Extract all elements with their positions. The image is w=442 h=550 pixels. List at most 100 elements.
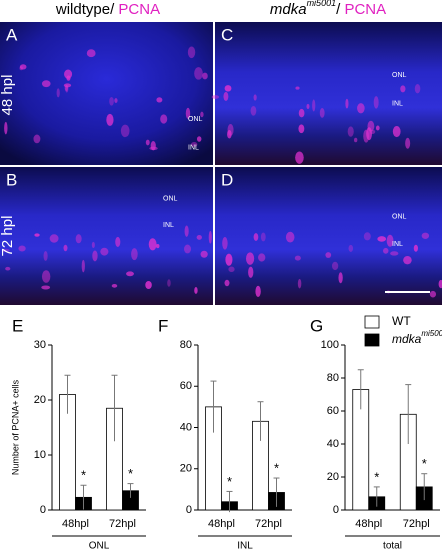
pcna-signal	[414, 83, 421, 94]
pcna-signal	[325, 252, 332, 258]
pcna-signal	[248, 266, 254, 278]
pcna-signal	[348, 244, 354, 252]
pcna-signal	[194, 67, 203, 80]
pcna-signal	[120, 124, 130, 138]
pcna-signal	[160, 114, 168, 124]
y-tick-label: 40	[180, 421, 192, 433]
pcna-signal	[183, 244, 191, 254]
legend-label: WT	[392, 314, 411, 328]
micrograph	[0, 22, 213, 165]
panel-letter: F	[158, 316, 168, 335]
pcna-signal	[295, 86, 300, 90]
column-header: mdkami5001/ PCNA	[270, 0, 386, 18]
pcna-signal	[224, 279, 230, 287]
marker: PCNA	[118, 1, 160, 18]
pcna-signal	[156, 97, 163, 103]
legend-superscript: mi5001	[421, 329, 442, 338]
significance: *	[81, 468, 86, 483]
micrograph	[215, 22, 442, 165]
pcna-signal	[149, 146, 158, 151]
x-tick-label: 72hpl	[255, 518, 282, 530]
pcna-signal	[345, 98, 349, 109]
pcna-signal	[86, 49, 96, 58]
pcna-signal	[155, 244, 160, 249]
layer-label: INL	[392, 100, 403, 107]
pcna-signal	[185, 107, 191, 119]
y-axis-label: Number of PCNA+ cells	[10, 379, 20, 475]
legend-swatch	[364, 315, 380, 329]
superscript: mi5001	[307, 0, 337, 8]
pcna-signal	[56, 88, 60, 98]
gene: mdka	[270, 1, 307, 18]
pcna-signal	[63, 83, 72, 88]
pcna-signal	[109, 96, 114, 106]
pcna-signal	[5, 266, 11, 271]
layer-label: ONL	[188, 116, 203, 123]
pcna-signal	[224, 85, 232, 92]
pcna-signal	[167, 279, 171, 287]
panel-letter: E	[12, 316, 23, 335]
pcna-signal	[131, 248, 138, 261]
pcna-signal	[196, 234, 202, 240]
pcna-signal	[91, 241, 95, 248]
marker: PCNA	[344, 1, 386, 18]
x-tick-label: 48hpl	[208, 518, 235, 530]
pcna-signal	[126, 271, 134, 277]
pcna-signal	[19, 66, 23, 71]
pcna-signal	[331, 261, 339, 271]
pcna-signal	[253, 233, 259, 241]
x-tick-label: 48hpl	[62, 518, 89, 530]
pcna-signal	[200, 111, 204, 118]
legend-label: mdkami5001	[392, 329, 442, 346]
y-tick-label: 20	[34, 394, 46, 406]
significance: *	[128, 466, 133, 481]
pcna-signal	[298, 108, 305, 118]
pcna-signal	[184, 225, 189, 237]
pcna-signal	[18, 245, 26, 252]
legend-swatch	[364, 333, 380, 347]
y-tick-label: 0	[186, 504, 192, 516]
pcna-signal	[200, 250, 208, 258]
pcna-signal	[41, 285, 51, 290]
pcna-signal	[19, 64, 27, 70]
pcna-signal	[41, 270, 51, 283]
pcna-signal	[148, 238, 157, 251]
y-tick-label: 100	[321, 339, 339, 351]
y-tick-label: 10	[34, 449, 46, 461]
pcna-signal	[64, 85, 69, 92]
pcna-signal	[191, 141, 198, 147]
pcna-signal	[65, 84, 69, 93]
pcna-signal	[66, 75, 71, 81]
y-tick-label: 80	[180, 339, 192, 351]
pcna-signal	[100, 247, 109, 256]
y-tick-label: 80	[327, 372, 339, 384]
y-tick-label: 0	[40, 504, 46, 516]
pcna-signal	[228, 266, 235, 272]
pcna-signal	[222, 236, 228, 250]
significance: *	[374, 469, 379, 484]
pcna-signal	[438, 279, 442, 289]
layer-label: ONL	[163, 196, 178, 203]
group-label: total	[383, 541, 402, 550]
pcna-signal	[49, 234, 59, 243]
layer-label: ONL	[392, 214, 407, 221]
pcna-signal	[223, 91, 229, 101]
y-tick-label: 60	[180, 380, 192, 392]
pcna-signal	[211, 95, 220, 99]
pcna-signal	[377, 236, 387, 242]
pcna-signal	[354, 137, 358, 143]
micrograph	[215, 167, 442, 305]
pcna-signal	[357, 103, 365, 114]
pcna-signal	[208, 230, 212, 244]
pcna-signal	[245, 252, 255, 265]
pcna-signal	[253, 94, 257, 101]
pcna-signal	[338, 272, 343, 284]
significance: *	[227, 474, 232, 489]
pcna-signal	[34, 233, 40, 237]
pcna-signal	[363, 232, 371, 241]
row-label: 48 hpl	[0, 75, 16, 116]
pcna-signal	[92, 250, 98, 262]
pcna-signal	[33, 134, 41, 144]
pcna-signal	[312, 99, 316, 112]
